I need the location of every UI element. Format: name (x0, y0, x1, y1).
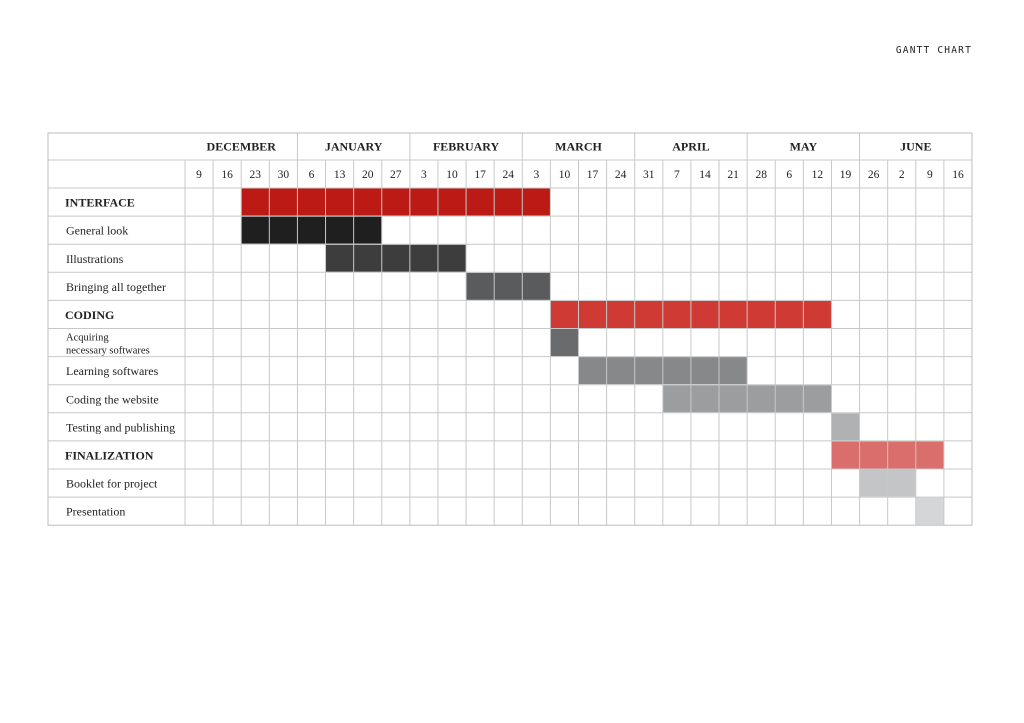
chart-title: GANTT CHART (895, 45, 972, 56)
task-bar (831, 413, 860, 441)
month-label: APRIL (672, 140, 709, 154)
week-label: 2 (899, 169, 905, 181)
table-border (47, 132, 973, 526)
week-label: 28 (755, 169, 767, 181)
week-label: 14 (699, 169, 711, 181)
month-label: JANUARY (325, 140, 383, 154)
week-label: 24 (502, 169, 514, 181)
week-label: 31 (643, 169, 655, 181)
week-label: 3 (421, 169, 427, 181)
section-label: CODING (65, 308, 114, 322)
week-label: 12 (812, 169, 824, 181)
week-label: 19 (840, 169, 852, 181)
week-label: 20 (362, 169, 374, 181)
task-label: Coding the website (66, 392, 159, 406)
task-bar (241, 216, 382, 244)
task-bar (241, 188, 551, 216)
week-label: 6 (309, 169, 315, 181)
section-label: INTERFACE (65, 196, 135, 210)
section-label: FINALIZATION (65, 448, 154, 462)
task-label: Illustrations (66, 252, 124, 266)
month-label: MAY (790, 140, 818, 154)
week-label: 27 (390, 169, 402, 181)
task-label: Testing and publishing (66, 420, 175, 434)
week-label: 17 (587, 169, 599, 181)
month-label: DECEMBER (207, 140, 277, 154)
week-label: 23 (250, 169, 262, 181)
task-label: Bringing all together (66, 280, 166, 294)
task-bar (915, 497, 944, 525)
week-label: 10 (559, 169, 571, 181)
task-label: Presentation (66, 505, 125, 519)
week-label: 6 (786, 169, 792, 181)
task-bar (550, 329, 579, 357)
task-bar (325, 244, 467, 272)
week-label: 9 (196, 169, 202, 181)
week-label: 10 (446, 169, 458, 181)
task-label: necessary softwares (66, 346, 150, 357)
week-label: 30 (278, 169, 290, 181)
week-label: 21 (727, 169, 739, 181)
month-label: MARCH (555, 140, 602, 154)
week-label: 16 (952, 169, 964, 181)
task-label: Learning softwares (66, 364, 159, 378)
month-label: JUNE (900, 140, 931, 154)
task-bar (466, 272, 551, 300)
task-label: Booklet for project (66, 477, 158, 491)
week-label: 24 (615, 169, 627, 181)
week-label: 26 (868, 169, 880, 181)
week-label: 13 (334, 169, 346, 181)
week-label: 17 (474, 169, 486, 181)
week-label: 9 (927, 169, 933, 181)
week-label: 3 (533, 169, 539, 181)
task-label: Acquiring (66, 333, 109, 344)
task-label: General look (66, 224, 128, 238)
month-label: FEBRUARY (433, 140, 500, 154)
week-label: 16 (221, 169, 233, 181)
week-label: 7 (674, 169, 680, 181)
